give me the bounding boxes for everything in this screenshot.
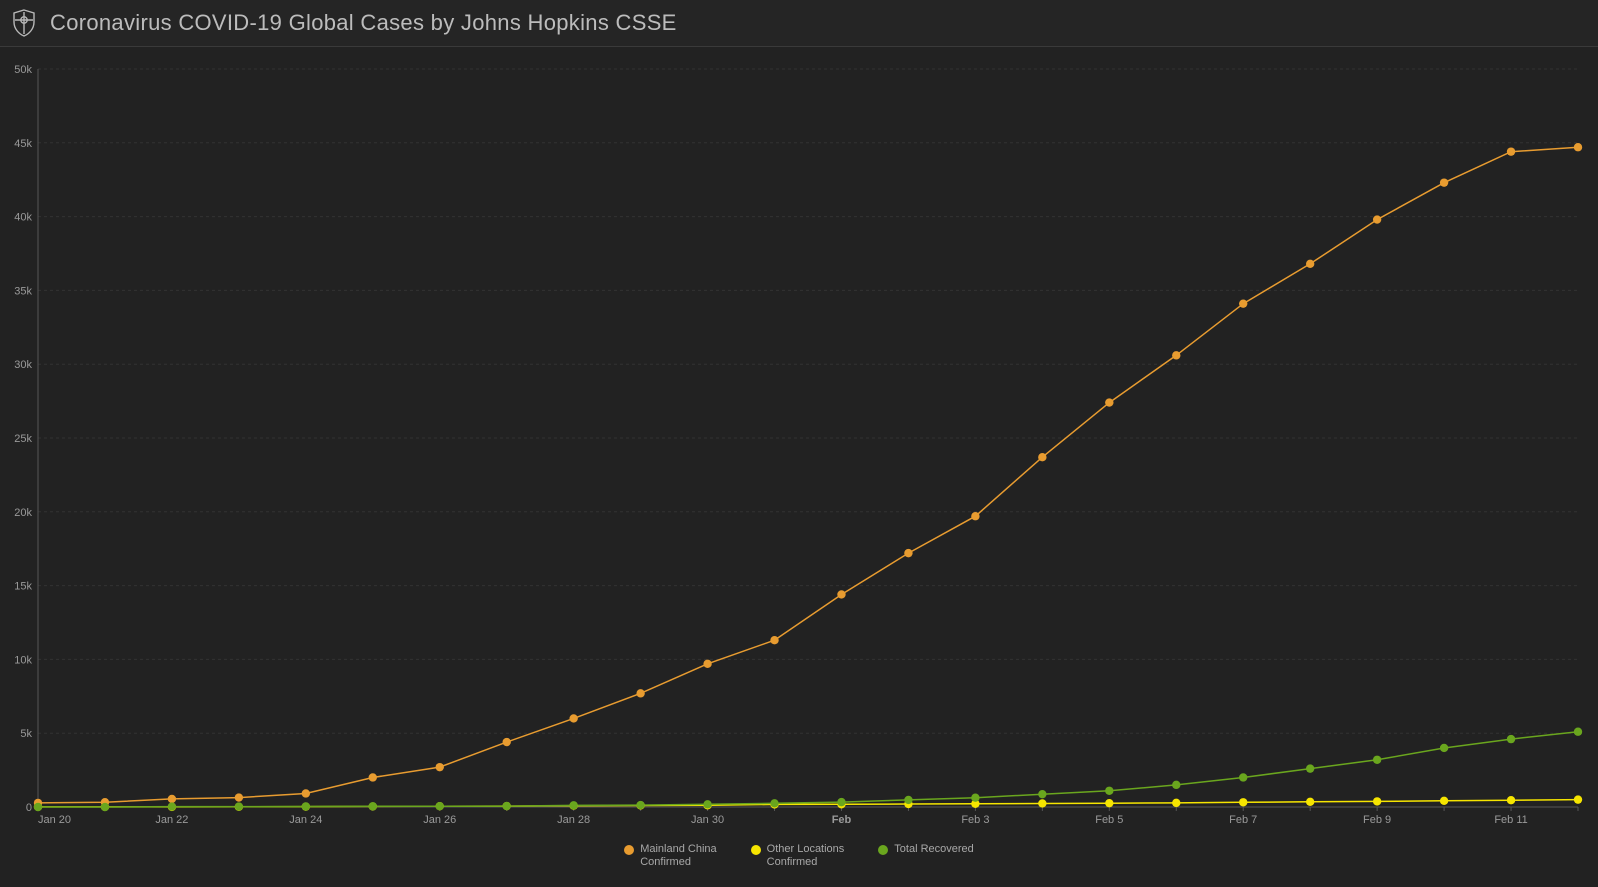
y-tick-label: 45k [14,138,32,150]
data-point[interactable] [1373,797,1381,805]
data-point[interactable] [703,800,711,808]
y-tick-label: 25k [14,433,32,445]
y-tick-label: 50k [14,64,32,76]
data-point[interactable] [101,803,109,811]
data-point[interactable] [1038,799,1046,807]
data-point[interactable] [569,714,577,722]
x-tick-label: Feb 7 [1229,814,1257,826]
legend-swatch [751,845,761,855]
data-point[interactable] [569,801,577,809]
legend-swatch [878,845,888,855]
data-point[interactable] [369,773,377,781]
data-point[interactable] [502,738,510,746]
x-tick-label: Feb 9 [1363,814,1391,826]
data-point[interactable] [636,801,644,809]
data-point[interactable] [436,763,444,771]
data-point[interactable] [168,802,176,810]
x-tick-label: Jan 24 [289,814,322,826]
data-point[interactable] [837,798,845,806]
legend-item[interactable]: Mainland China Confirmed [624,843,716,868]
data-point[interactable] [1574,143,1582,151]
data-point[interactable] [1105,398,1113,406]
legend-swatch [624,845,634,855]
data-point[interactable] [1172,351,1180,359]
data-point[interactable] [168,795,176,803]
data-point[interactable] [34,803,42,811]
y-tick-label: 35k [14,285,32,297]
x-tick-label: Feb 11 [1494,814,1527,826]
data-point[interactable] [1306,260,1314,268]
data-point[interactable] [971,794,979,802]
data-point[interactable] [770,636,778,644]
legend-label: Total Recovered [894,843,974,856]
x-tick-label: Feb 3 [961,814,989,826]
data-point[interactable] [1574,728,1582,736]
x-tick-label: Jan 26 [423,814,456,826]
chart-container: 0 5k 10k 15k 20k 25k 30k 35k 40k 45k 50k Jan 20 Jan … [0,47,1598,837]
y-tick-label: 5k [20,728,32,740]
data-point[interactable] [1239,299,1247,307]
legend-item[interactable]: Total Recovered [878,843,974,868]
data-point[interactable] [1306,798,1314,806]
data-point[interactable] [703,660,711,668]
data-point[interactable] [1507,147,1515,155]
data-point[interactable] [1373,215,1381,223]
data-point[interactable] [1172,799,1180,807]
data-point[interactable] [235,802,243,810]
y-tick-label: 40k [14,212,32,224]
data-point[interactable] [302,802,310,810]
data-point[interactable] [1038,790,1046,798]
y-tick-label: 10k [14,654,32,666]
data-point[interactable] [1507,796,1515,804]
x-tick-label: Feb [832,814,852,826]
data-point[interactable] [1373,756,1381,764]
legend: Mainland China Confirmed Other Locations … [0,843,1598,868]
x-tick-label: Jan 30 [691,814,724,826]
legend-item[interactable]: Other Locations Confirmed [751,843,845,868]
data-point[interactable] [369,802,377,810]
data-point[interactable] [1038,453,1046,461]
x-tick-label: Jan 22 [155,814,188,826]
data-point[interactable] [1239,798,1247,806]
data-point[interactable] [436,802,444,810]
data-point[interactable] [1440,797,1448,805]
legend-label: Other Locations Confirmed [767,843,845,868]
y-tick-label: 15k [14,581,32,593]
data-point[interactable] [1172,781,1180,789]
x-tick-label: Jan 28 [557,814,590,826]
data-point[interactable] [904,549,912,557]
data-point[interactable] [904,796,912,804]
data-point[interactable] [770,799,778,807]
data-point[interactable] [1105,799,1113,807]
data-point[interactable] [1440,744,1448,752]
data-point[interactable] [1306,764,1314,772]
series-line[interactable] [38,147,1578,803]
data-point[interactable] [502,802,510,810]
data-point[interactable] [837,590,845,598]
data-point[interactable] [971,512,979,520]
y-tick-label: 20k [14,507,32,519]
x-tick-label: Jan 20 [38,814,71,826]
data-point[interactable] [302,789,310,797]
data-point[interactable] [235,793,243,801]
jhu-shield-icon [12,9,36,37]
x-tick-label: Feb 5 [1095,814,1123,826]
data-point[interactable] [1574,795,1582,803]
page-title: Coronavirus COVID-19 Global Cases by Joh… [50,10,677,36]
data-point[interactable] [1440,178,1448,186]
data-point[interactable] [1239,773,1247,781]
data-point[interactable] [1105,787,1113,795]
line-chart[interactable]: 0 5k 10k 15k 20k 25k 30k 35k 40k 45k 50k Jan 20 Jan … [0,47,1598,837]
data-point[interactable] [636,689,644,697]
y-tick-label: 30k [14,359,32,371]
header-bar: Coronavirus COVID-19 Global Cases by Joh… [0,0,1598,47]
legend-label: Mainland China Confirmed [640,843,716,868]
data-point[interactable] [1507,735,1515,743]
y-tick-label: 0 [26,802,32,814]
